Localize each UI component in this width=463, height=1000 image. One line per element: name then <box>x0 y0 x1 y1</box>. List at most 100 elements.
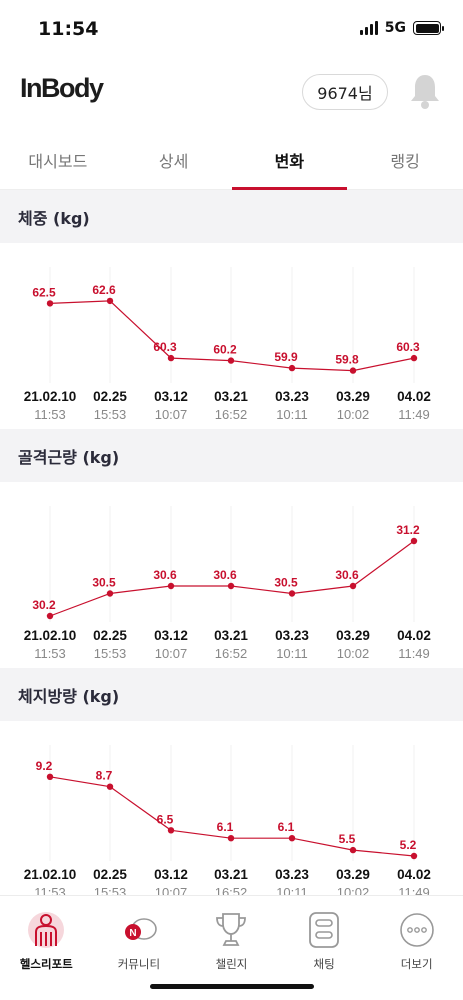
data-label: 30.2 <box>32 598 56 612</box>
date-tick-label: 21.02.10 <box>24 628 77 643</box>
data-label: 60.2 <box>213 343 237 357</box>
nav-label: 커뮤니티 <box>117 957 161 971</box>
date-tick-label: 03.23 <box>275 867 309 882</box>
data-point <box>106 783 114 790</box>
more-icon <box>399 913 434 947</box>
tab-dashboard[interactable]: 대시보드 <box>28 152 88 171</box>
time-tick-label: 10:02 <box>337 646 370 661</box>
data-label: 30.6 <box>153 568 177 582</box>
date-tick-label: 03.12 <box>154 628 188 643</box>
date-tick-label: 04.02 <box>397 389 431 404</box>
date-tick-label: 03.12 <box>154 867 188 882</box>
data-label: 31.2 <box>396 523 420 537</box>
data-label: 62.5 <box>32 285 56 299</box>
nav-challenge[interactable]: 챌린지 <box>185 910 278 976</box>
data-label: 6.5 <box>157 812 174 826</box>
signal-icon <box>359 21 378 35</box>
trophy-icon <box>216 913 247 946</box>
data-label: 59.8 <box>335 353 359 367</box>
date-tick-label: 03.29 <box>336 389 370 404</box>
time-tick-label: 11:53 <box>34 407 66 422</box>
time-tick-label: 10:02 <box>337 407 370 422</box>
date-tick-label: 03.12 <box>154 389 188 404</box>
battery-icon <box>413 21 444 35</box>
date-tick-label: 02.25 <box>93 389 127 404</box>
chart-scroll-area[interactable]: 체중 (kg) 62.5 21.02.10 11:53 62.6 02.25 15:53 6… <box>0 190 463 895</box>
time-tick-label: 15:53 <box>94 885 127 895</box>
status-bar: 11:54 5G <box>0 0 463 58</box>
time-tick-label: 15:53 <box>94 646 127 661</box>
nav-health-report[interactable]: 헬스리포트 <box>0 910 93 976</box>
data-point <box>167 582 175 590</box>
time-tick-label: 11:53 <box>34 646 66 661</box>
data-label: 5.5 <box>339 832 356 846</box>
date-tick-label: 21.02.10 <box>24 389 77 404</box>
time-tick-label: 16:52 <box>215 646 248 661</box>
time-tick-label: 11:53 <box>34 885 66 895</box>
tab-detail[interactable]: 상세 <box>158 152 189 171</box>
data-point <box>46 773 54 780</box>
weight-chart: 62.5 21.02.10 11:53 62.6 02.25 15:53 60.3 03.12… <box>0 243 463 429</box>
community-icon: N <box>124 918 157 940</box>
time-tick-label: 15:53 <box>94 407 127 422</box>
app-header: InBody 9674님 <box>0 58 463 130</box>
data-label: 5.2 <box>400 838 417 852</box>
nav-community[interactable]: N 커뮤니티 <box>93 910 186 976</box>
time-tick-label: 10:11 <box>276 885 308 895</box>
nav-more[interactable]: 더보기 <box>370 910 463 976</box>
muscle-chart-svg: 30.2 21.02.10 11:53 30.5 02.25 15:53 30.6 03.12… <box>24 506 431 661</box>
weight-section-title: 체중 (kg) <box>0 190 463 243</box>
user-chip[interactable]: 9674님 <box>302 74 388 110</box>
fat-chart: 9.2 21.02.10 11:53 8.7 02.25 15:53 6.5 03.12 10:… <box>0 721 463 895</box>
data-point <box>288 590 296 597</box>
date-tick-label: 02.25 <box>93 628 127 643</box>
data-point <box>349 582 357 590</box>
data-point <box>167 827 175 834</box>
data-point <box>106 590 114 597</box>
date-tick-label: 03.23 <box>275 628 309 643</box>
data-point <box>227 582 235 590</box>
muscle-section-title: 골격근량 (kg) <box>0 429 463 482</box>
time-tick-label: 10:07 <box>155 646 188 661</box>
data-point <box>288 835 296 842</box>
fat-section-title: 체지방량 (kg) <box>0 668 463 721</box>
data-label: 30.5 <box>274 576 298 590</box>
data-label: 30.6 <box>213 568 237 582</box>
time-tick-label: 10:11 <box>276 646 308 661</box>
nav-label: 더보기 <box>400 957 433 971</box>
network-type: 5G <box>384 20 406 36</box>
date-tick-label: 03.21 <box>214 867 248 882</box>
status-icons: 5G <box>359 20 444 36</box>
data-label: 6.1 <box>278 820 295 834</box>
time-tick-label: 10:11 <box>276 407 308 422</box>
data-point <box>227 357 235 364</box>
data-point <box>349 367 357 374</box>
data-label: 9.2 <box>36 759 53 773</box>
tab-ranking[interactable]: 랭킹 <box>390 152 420 171</box>
date-tick-label: 03.23 <box>275 389 309 404</box>
data-point <box>349 846 357 854</box>
date-tick-label: 03.21 <box>214 628 248 643</box>
nav-label: 챌린지 <box>215 957 248 971</box>
tab-change[interactable]: 변화 <box>231 130 348 190</box>
bell-icon[interactable] <box>408 72 442 110</box>
time-tick-label: 10:07 <box>155 407 188 422</box>
data-label: 6.1 <box>217 820 234 834</box>
date-tick-label: 21.02.10 <box>24 867 77 882</box>
data-label: 8.7 <box>96 769 113 783</box>
date-tick-label: 04.02 <box>397 628 431 643</box>
svg-text:N: N <box>129 928 136 939</box>
health-report-icon <box>28 912 65 948</box>
data-point <box>410 852 418 860</box>
data-point <box>106 297 114 305</box>
date-tick-label: 02.25 <box>93 867 127 882</box>
status-time: 11:54 <box>38 18 99 40</box>
time-tick-label: 16:52 <box>215 885 248 895</box>
data-point <box>288 364 296 372</box>
nav-chat[interactable]: 채팅 <box>278 910 371 976</box>
date-tick-label: 03.29 <box>336 867 370 882</box>
time-tick-label: 10:02 <box>337 885 370 895</box>
date-tick-label: 03.21 <box>214 389 248 404</box>
data-point <box>227 835 235 842</box>
data-label: 59.9 <box>274 350 298 364</box>
